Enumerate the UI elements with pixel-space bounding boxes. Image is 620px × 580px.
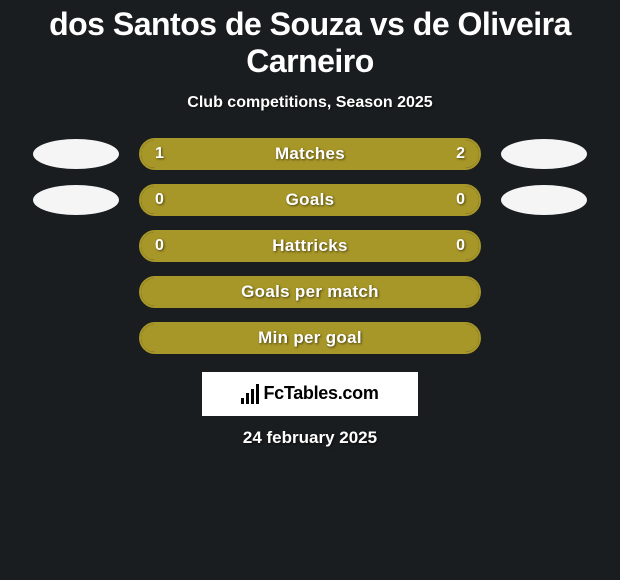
logo-text: FcTables.com: [263, 383, 378, 404]
stat-bar: Goals per match: [139, 276, 481, 308]
stat-row: Min per goal: [0, 322, 620, 354]
stat-row: 12Matches: [0, 138, 620, 170]
avatar-spacer: [501, 277, 587, 307]
bar-chart-icon: [241, 384, 259, 404]
stat-bar: 12Matches: [139, 138, 481, 170]
avatar-spacer: [33, 231, 119, 261]
date-label: 24 february 2025: [0, 428, 620, 448]
avatar-spacer: [501, 231, 587, 261]
stat-row: 00Hattricks: [0, 230, 620, 262]
player-left-avatar: [33, 185, 119, 215]
source-logo: FcTables.com: [202, 372, 418, 416]
avatar-spacer: [33, 277, 119, 307]
subtitle: Club competitions, Season 2025: [0, 94, 620, 112]
stat-label: Min per goal: [141, 328, 479, 348]
stat-row: Goals per match: [0, 276, 620, 308]
player-right-avatar: [501, 139, 587, 169]
comparison-widget: dos Santos de Souza vs de Oliveira Carne…: [0, 0, 620, 448]
stat-bar: Min per goal: [139, 322, 481, 354]
avatar-spacer: [501, 323, 587, 353]
stat-row: 00Goals: [0, 184, 620, 216]
stat-label: Hattricks: [141, 236, 479, 256]
player-right-avatar: [501, 185, 587, 215]
stat-label: Matches: [141, 144, 479, 164]
avatar-spacer: [33, 323, 119, 353]
stats-list: 12Matches 00Goals 00Hattricks Goals per mat…: [0, 138, 620, 354]
page-title: dos Santos de Souza vs de Oliveira Carne…: [0, 2, 620, 86]
player-left-avatar: [33, 139, 119, 169]
stat-bar: 00Goals: [139, 184, 481, 216]
stat-label: Goals per match: [141, 282, 479, 302]
stat-label: Goals: [141, 190, 479, 210]
stat-bar: 00Hattricks: [139, 230, 481, 262]
